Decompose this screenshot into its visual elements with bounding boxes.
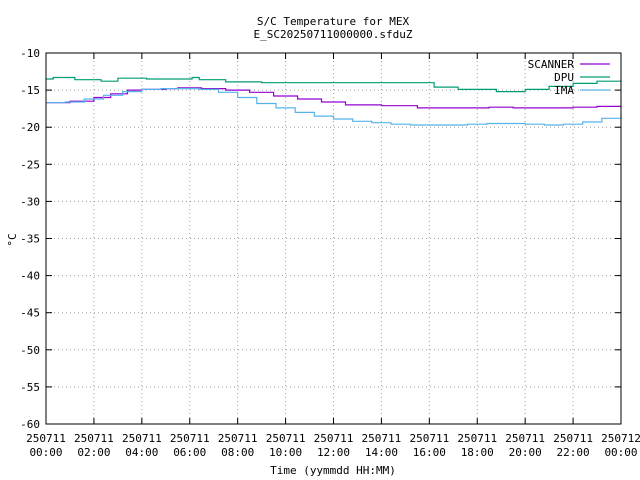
chart-subtitle: E_SC20250711000000.sfduZ xyxy=(254,28,413,41)
x-tick-label-date: 250711 xyxy=(409,432,449,445)
x-tick-label-time: 22:00 xyxy=(557,446,590,459)
x-tick-label-time: 08:00 xyxy=(221,446,254,459)
x-tick-label-date: 250711 xyxy=(457,432,497,445)
x-tick-label-time: 16:00 xyxy=(413,446,446,459)
legend-label: DPU xyxy=(554,71,574,84)
x-tick-label-time: 06:00 xyxy=(173,446,206,459)
y-tick-label: -15 xyxy=(20,84,40,97)
y-tick-label: -60 xyxy=(20,418,40,431)
x-tick-label-date: 250712 xyxy=(601,432,640,445)
x-tick-label-date: 250711 xyxy=(553,432,593,445)
series-line-ima xyxy=(46,88,622,126)
legend-label: SCANNER xyxy=(528,58,575,71)
y-tick-label: -35 xyxy=(20,233,40,246)
x-tick-label-date: 250711 xyxy=(26,432,66,445)
x-tick-label-time: 18:00 xyxy=(461,446,494,459)
grid-lines xyxy=(45,52,622,425)
plot-frame xyxy=(45,52,622,425)
x-tick-label-time: 00:00 xyxy=(604,446,637,459)
x-tick-label-date: 250711 xyxy=(122,432,162,445)
y-tick-label: -45 xyxy=(20,307,40,320)
x-tick-label-date: 250711 xyxy=(74,432,114,445)
x-tick-label-time: 00:00 xyxy=(29,446,62,459)
x-tick-label-date: 250711 xyxy=(314,432,354,445)
series-line-dpu xyxy=(46,76,622,93)
x-tick-label-time: 20:00 xyxy=(509,446,542,459)
axes: -10-15-20-25-30-35-40-45-50-55-602507110… xyxy=(20,47,640,459)
x-tick-label-date: 250711 xyxy=(362,432,402,445)
x-axis-label: Time (yymmdd HH:MM) xyxy=(270,464,396,477)
series-lines xyxy=(46,76,622,126)
series-line-scanner xyxy=(46,87,622,109)
x-tick-label-date: 250711 xyxy=(266,432,306,445)
y-tick-label: -10 xyxy=(20,47,40,60)
x-tick-label-time: 14:00 xyxy=(365,446,398,459)
y-tick-label: -55 xyxy=(20,381,40,394)
x-tick-label-time: 04:00 xyxy=(125,446,158,459)
y-axis-label: °C xyxy=(6,233,19,246)
x-tick-label-date: 250711 xyxy=(505,432,545,445)
y-tick-label: -20 xyxy=(20,121,40,134)
y-tick-label: -50 xyxy=(20,344,40,357)
x-tick-label-date: 250711 xyxy=(170,432,210,445)
x-tick-label-time: 10:00 xyxy=(269,446,302,459)
chart-title: S/C Temperature for MEX xyxy=(257,15,410,28)
x-tick-label-time: 12:00 xyxy=(317,446,350,459)
y-tick-label: -40 xyxy=(20,270,40,283)
x-tick-label-time: 02:00 xyxy=(77,446,110,459)
y-tick-label: -25 xyxy=(20,158,40,171)
y-tick-label: -30 xyxy=(20,195,40,208)
legend-label: IMA xyxy=(554,84,574,97)
x-tick-label-date: 250711 xyxy=(218,432,258,445)
